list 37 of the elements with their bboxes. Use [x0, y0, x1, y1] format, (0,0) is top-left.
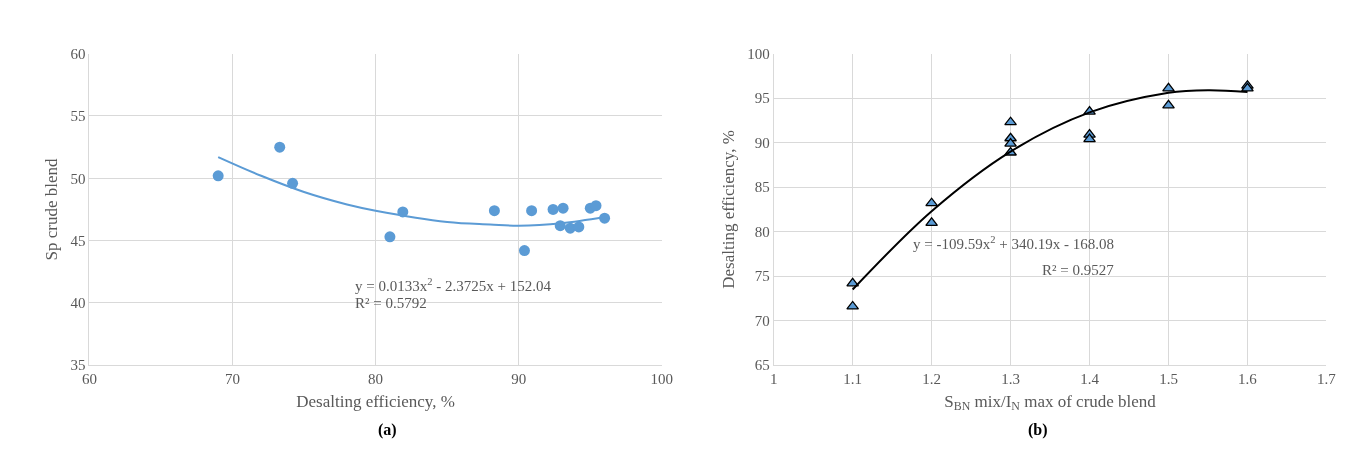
- annotation: R² = 0.5792: [355, 295, 427, 311]
- y-tick-label: 70: [754, 312, 770, 329]
- y-tick-label: 100: [747, 45, 770, 62]
- annotation: y = 0.0133x$^{2}$ - 2.3725x + 152.04: [355, 276, 552, 295]
- y-tick-label: 80: [754, 223, 770, 240]
- x-tick-label: 1.6: [1238, 371, 1258, 388]
- x-tick-label: 100: [650, 371, 674, 388]
- x-tick-label: 90: [511, 371, 527, 388]
- y-tick-label: 75: [754, 268, 770, 285]
- x-tick-label: 1: [769, 371, 778, 388]
- y-tick-label: 85: [754, 179, 770, 196]
- x-tick-label: 60: [81, 371, 97, 388]
- text: (b): [1028, 421, 1048, 439]
- x-axis-title: S$_{BN}$ mix/I$_{N}$ max of crude blend: [944, 391, 1157, 414]
- annotation: y = -109.59x$^{2}$ + 340.19x - 168.08: [913, 234, 1114, 253]
- x-tick-label: 1.5: [1159, 371, 1178, 388]
- y-tick-label: 45: [70, 232, 86, 249]
- y-tick-label: 50: [70, 170, 86, 187]
- y-axis-title: Sp crude blend: [41, 157, 61, 261]
- y-tick-label: 95: [754, 90, 770, 107]
- x-tick-label: 1.1: [843, 371, 863, 388]
- y-tick-label: 60: [70, 45, 86, 62]
- x-tick-label: 1.7: [1317, 371, 1337, 388]
- y-tick-label: 90: [754, 134, 770, 151]
- y-tick-label: 40: [70, 295, 86, 312]
- x-tick-label: 70: [225, 371, 240, 388]
- y-tick-label: 35: [70, 357, 86, 374]
- x-tick-label: 80: [368, 371, 384, 388]
- annotation: R² = 0.9527: [1042, 262, 1115, 278]
- y-tick-label: 55: [70, 108, 86, 125]
- text: (a): [378, 421, 397, 439]
- y-axis-title: Desalting efficiency, %: [718, 130, 738, 289]
- x-tick-label: 1.4: [1080, 371, 1100, 388]
- x-tick-label: 1.3: [1001, 371, 1020, 388]
- x-axis-title: Desalting efficiency, %: [296, 391, 455, 411]
- y-tick-label: 65: [754, 357, 770, 374]
- x-tick-label: 1.2: [922, 371, 941, 388]
